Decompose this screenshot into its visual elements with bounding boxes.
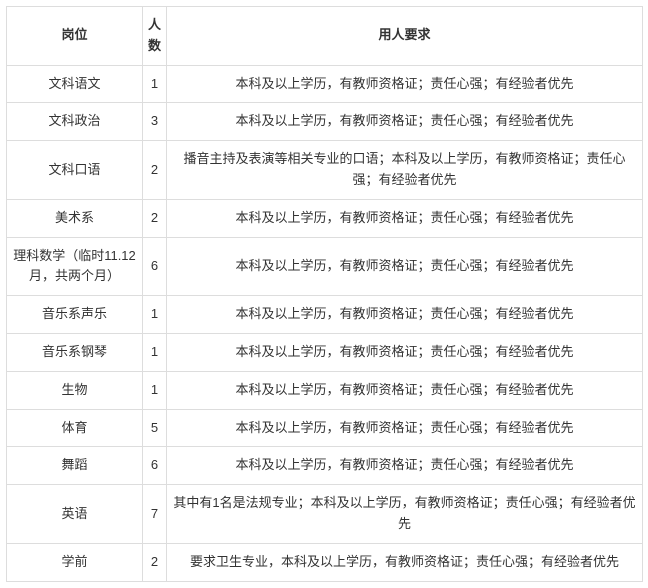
cell-count: 1: [143, 371, 167, 409]
cell-count: 2: [143, 141, 167, 200]
cell-requirement: 本科及以上学历，有教师资格证；责任心强；有经验者优先: [167, 333, 643, 371]
cell-position: 理科数学（临时11.12月，共两个月）: [7, 237, 143, 296]
cell-count: 6: [143, 237, 167, 296]
table-row: 音乐系声乐1本科及以上学历，有教师资格证；责任心强；有经验者优先: [7, 296, 643, 334]
cell-position: 美术系: [7, 199, 143, 237]
cell-requirement: 本科及以上学历，有教师资格证；责任心强；有经验者优先: [167, 65, 643, 103]
col-header-count: 人数: [143, 7, 167, 66]
cell-count: 6: [143, 447, 167, 485]
cell-position: 生物: [7, 371, 143, 409]
cell-position: 体育: [7, 409, 143, 447]
cell-count: 2: [143, 199, 167, 237]
table-row: 文科语文1本科及以上学历，有教师资格证；责任心强；有经验者优先: [7, 65, 643, 103]
cell-count: 2: [143, 543, 167, 581]
table-row: 舞蹈6本科及以上学历，有教师资格证；责任心强；有经验者优先: [7, 447, 643, 485]
cell-requirement: 本科及以上学历，有教师资格证；责任心强；有经验者优先: [167, 296, 643, 334]
cell-position: 音乐系钢琴: [7, 333, 143, 371]
cell-position: 文科政治: [7, 103, 143, 141]
cell-count: 5: [143, 409, 167, 447]
cell-requirement: 本科及以上学历，有教师资格证；责任心强；有经验者优先: [167, 409, 643, 447]
table-row: 文科政治3本科及以上学历，有教师资格证；责任心强；有经验者优先: [7, 103, 643, 141]
cell-position: 学前: [7, 543, 143, 581]
col-header-requirement: 用人要求: [167, 7, 643, 66]
cell-requirement: 要求卫生专业，本科及以上学历，有教师资格证；责任心强；有经验者优先: [167, 543, 643, 581]
table-row: 生物1本科及以上学历，有教师资格证；责任心强；有经验者优先: [7, 371, 643, 409]
cell-position: 舞蹈: [7, 447, 143, 485]
cell-position: 文科语文: [7, 65, 143, 103]
cell-requirement: 本科及以上学历，有教师资格证；责任心强；有经验者优先: [167, 371, 643, 409]
table-header-row: 岗位 人数 用人要求: [7, 7, 643, 66]
table-row: 音乐系钢琴1本科及以上学历，有教师资格证；责任心强；有经验者优先: [7, 333, 643, 371]
cell-position: 英语: [7, 485, 143, 544]
cell-count: 1: [143, 333, 167, 371]
cell-count: 3: [143, 103, 167, 141]
cell-requirement: 其中有1名是法规专业；本科及以上学历，有教师资格证；责任心强；有经验者优先: [167, 485, 643, 544]
cell-requirement: 本科及以上学历，有教师资格证；责任心强；有经验者优先: [167, 237, 643, 296]
table-row: 英语7其中有1名是法规专业；本科及以上学历，有教师资格证；责任心强；有经验者优先: [7, 485, 643, 544]
table-row: 美术系2本科及以上学历，有教师资格证；责任心强；有经验者优先: [7, 199, 643, 237]
cell-position: 文科口语: [7, 141, 143, 200]
cell-position: 音乐系声乐: [7, 296, 143, 334]
recruitment-table: 岗位 人数 用人要求 文科语文1本科及以上学历，有教师资格证；责任心强；有经验者…: [6, 6, 643, 582]
cell-count: 1: [143, 296, 167, 334]
cell-count: 7: [143, 485, 167, 544]
table-row: 文科口语2播音主持及表演等相关专业的口语；本科及以上学历，有教师资格证；责任心强…: [7, 141, 643, 200]
table-row: 理科数学（临时11.12月，共两个月）6本科及以上学历，有教师资格证；责任心强；…: [7, 237, 643, 296]
table-row: 学前2要求卫生专业，本科及以上学历，有教师资格证；责任心强；有经验者优先: [7, 543, 643, 581]
cell-requirement: 本科及以上学历，有教师资格证；责任心强；有经验者优先: [167, 103, 643, 141]
cell-requirement: 本科及以上学历，有教师资格证；责任心强；有经验者优先: [167, 199, 643, 237]
cell-count: 1: [143, 65, 167, 103]
cell-requirement: 本科及以上学历，有教师资格证；责任心强；有经验者优先: [167, 447, 643, 485]
table-row: 体育5本科及以上学历，有教师资格证；责任心强；有经验者优先: [7, 409, 643, 447]
col-header-position: 岗位: [7, 7, 143, 66]
cell-requirement: 播音主持及表演等相关专业的口语；本科及以上学历，有教师资格证；责任心强；有经验者…: [167, 141, 643, 200]
